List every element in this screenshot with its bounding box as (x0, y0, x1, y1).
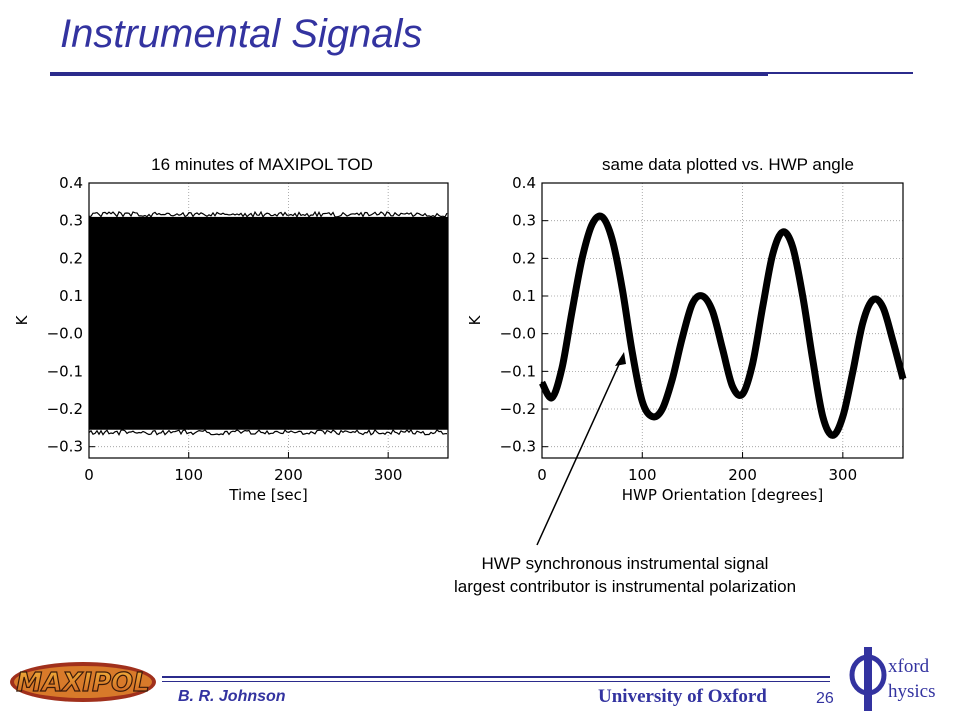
right-data-point (741, 392, 744, 396)
left-data-noise-bottom (88, 428, 448, 436)
right-x-tick-label: 300 (829, 466, 858, 484)
left-plot-title: 16 minutes of MAXIPOL TOD (151, 155, 373, 174)
oxford-physics-logo: xford hysics (849, 647, 936, 711)
oxford-logo-line2: hysics (888, 681, 936, 702)
right-data-point (681, 336, 684, 339)
right-y-tick-label: −0.1 (500, 362, 536, 380)
right-data-point (661, 407, 664, 411)
right-plot-frame (541, 182, 904, 459)
right-x-tick-label: 100 (628, 466, 657, 484)
footer-rule-2 (162, 681, 830, 682)
right-y-tick-label: 0.4 (512, 174, 536, 192)
right-y-tick-label: −0.3 (500, 438, 536, 456)
right-data-point (711, 309, 714, 313)
maxipol-logo-text: MAXIPOL (16, 668, 149, 698)
left-y-tick-label: −0.0 (47, 325, 83, 343)
left-y-tick-label: 0.3 (59, 212, 83, 230)
left-x-tick-label: 300 (374, 466, 403, 484)
right-data-point (821, 415, 824, 418)
right-y-tick-label: 0.2 (512, 249, 536, 267)
annotation: HWP synchronous instrumental signal larg… (405, 552, 845, 598)
right-data-point (671, 377, 674, 381)
left-y-tick-label: −0.2 (47, 400, 83, 418)
right-data-point (691, 302, 694, 305)
annotation-arrowhead (615, 352, 626, 366)
slide-title: Instrumental Signals (60, 12, 423, 56)
right-data-point (791, 245, 794, 249)
right-y-tick-label: 0.1 (512, 287, 536, 305)
maxipol-logo: MAXIPOL (10, 662, 156, 702)
right-data-point (701, 294, 704, 298)
page-number: 26 (816, 690, 834, 707)
right-data-point (771, 253, 774, 256)
right-data-point (550, 396, 554, 399)
oxford-logo-line1: xford (888, 656, 930, 677)
left-x-tick-label: 0 (84, 466, 94, 484)
right-data-point (631, 351, 634, 354)
right-data-point (871, 298, 875, 301)
left-y-axis-label: K (13, 314, 31, 325)
left-x-tick-label: 100 (174, 466, 203, 484)
left-y-tick-label: −0.1 (47, 362, 83, 380)
left-data-noise-top (88, 210, 448, 218)
right-data-point (580, 257, 584, 260)
right-data-point (570, 309, 574, 313)
author-name: B. R. Johnson (178, 688, 286, 705)
right-data-point (651, 415, 654, 418)
left-y-tick-label: −0.3 (47, 438, 83, 456)
right-data-point (751, 362, 754, 366)
right-data-point (841, 415, 845, 418)
right-data-point (811, 358, 814, 362)
right-plot-title: same data plotted vs. HWP angle (602, 155, 854, 174)
left-data-band (89, 216, 448, 430)
right-data-point (891, 340, 895, 343)
right-data-point (560, 366, 564, 369)
right-data-curve (538, 212, 907, 439)
right-x-tick-label: 0 (537, 466, 547, 484)
right-data-point (621, 287, 624, 290)
right-x-tick-label: 200 (728, 466, 757, 484)
title-rule-accent (720, 72, 913, 74)
right-data-point (831, 434, 835, 437)
left-y-tick-label: 0.1 (59, 287, 83, 305)
right-data-point (781, 230, 784, 234)
right-data-point (731, 385, 734, 388)
right-data-point (801, 294, 804, 298)
annotation-arrow (536, 359, 622, 546)
right-data-point (851, 370, 855, 373)
right-data-point (610, 238, 614, 241)
left-y-tick-label: 0.2 (59, 249, 83, 267)
right-data-point (881, 306, 885, 309)
right-y-tick-label: −0.2 (500, 400, 536, 418)
footer-rule (162, 676, 830, 678)
left-y-tick-label: 0.4 (59, 174, 83, 192)
right-x-axis-label: HWP Orientation [degrees] (622, 486, 823, 504)
university-name: University of Oxford (598, 686, 767, 707)
left-plot-frame (88, 182, 449, 459)
right-data-point (761, 306, 764, 309)
left-x-tick-label: 200 (274, 466, 303, 484)
right-data-point (721, 347, 724, 350)
right-y-axis-label: K (466, 314, 484, 325)
annotation-line1: HWP synchronous instrumental signal (481, 554, 769, 573)
right-data-point (641, 400, 644, 403)
right-y-tick-label: −0.0 (500, 325, 536, 343)
right-data-point (590, 223, 594, 226)
right-y-tick-label: 0.3 (512, 212, 536, 230)
right-data-point (600, 215, 604, 219)
left-x-axis-label: Time [sec] (228, 486, 307, 504)
right-data-point (861, 321, 865, 324)
title-rule (50, 72, 768, 76)
annotation-line2: largest contributor is instrumental pola… (453, 577, 797, 596)
